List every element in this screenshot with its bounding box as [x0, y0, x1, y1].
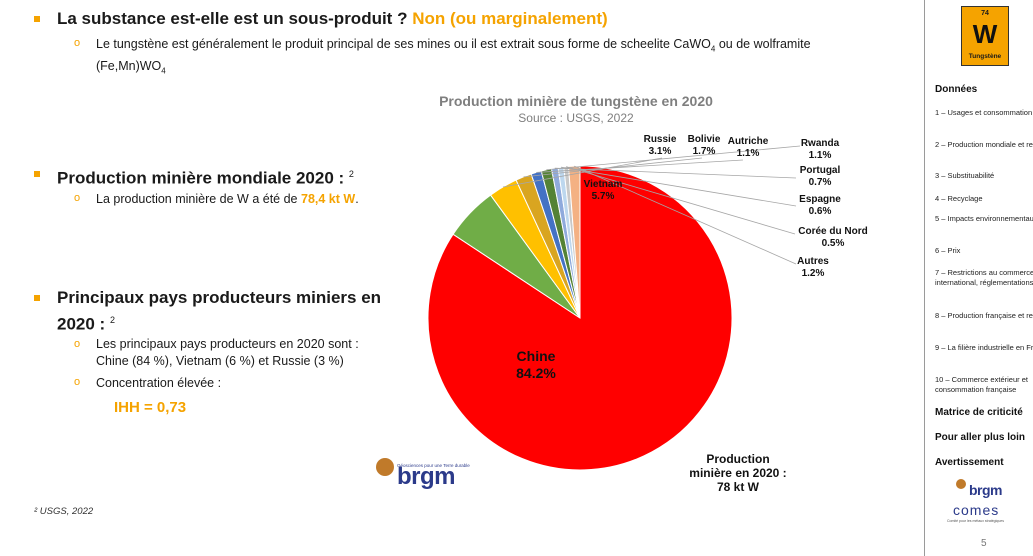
slice-labels: Chine84.2%Vietnam5.7%Russie3.1%Bolivie1.…: [516, 134, 868, 381]
brgm-logo-text: brgm: [397, 463, 456, 490]
sidebar-link-plus-loin[interactable]: Pour aller plus loin: [935, 432, 1026, 443]
sidebar-item-3[interactable]: 3 – Substituabilité: [935, 171, 995, 180]
countries-text: Les principaux pays producteurs en 2020 …: [96, 336, 396, 370]
byproduct-text: Le tungstène est généralement le produit…: [96, 36, 886, 79]
slice-value-rwanda: 1.1%: [809, 150, 832, 161]
sidebar-item-7[interactable]: 7 – Restrictions au commerce internation…: [935, 268, 1033, 287]
slice-label-espagne: Espagne: [799, 194, 841, 205]
subscript: 4: [161, 66, 166, 75]
total-label-line2: minière en 2020 :: [689, 466, 786, 480]
section-title-countries: Principaux pays producteurs miniers en 2…: [57, 287, 407, 336]
slice-label-bolivie: Bolivie: [688, 134, 721, 145]
bullet-circle: o: [74, 37, 81, 49]
slice-value-russie: 3.1%: [649, 146, 672, 157]
bullet-circle: o: [74, 338, 81, 350]
slice-label-vietnam: Vietnam: [584, 179, 623, 190]
byproduct-answer: Non (ou marginalement): [412, 9, 608, 28]
slice-label-rwanda: Rwanda: [801, 138, 840, 149]
sidebar-item-6[interactable]: 6 – Prix: [935, 246, 961, 255]
slice-label-chine: Chine: [517, 348, 556, 364]
leader-line: [536, 159, 744, 173]
bullet-square: [34, 295, 40, 301]
leader-line: [560, 166, 797, 207]
brgm-logo-tagline: Géosciences pour une Terre durable: [397, 463, 470, 468]
comes-tagline: Comité pour les métaux stratégiques: [947, 519, 1004, 523]
leader-line: [502, 157, 663, 188]
leader-line: [546, 145, 801, 171]
sidebar-item-10[interactable]: 10 – Commerce extérieur et consommation …: [935, 375, 1028, 394]
total-label-line3: 78 kt W: [717, 480, 760, 494]
element-symbol: W: [972, 19, 998, 49]
ihh-value: IHH = 0,73: [114, 399, 187, 416]
slice-label-cor-e-du-nord: Corée du Nord: [798, 226, 867, 237]
production-text-suffix: .: [355, 192, 359, 206]
byproduct-text-b: ou de wolframite: [715, 37, 811, 51]
sidebar-heading: Données: [935, 84, 978, 95]
production-text: La production minière de W a été de 78,4…: [96, 191, 359, 208]
leader-line: [566, 166, 796, 235]
countries-text-line1: Les principaux pays producteurs en 2020 …: [96, 337, 359, 351]
atomic-number: 74: [981, 10, 989, 17]
sidebar-item-2[interactable]: 2 – Production mondiale et ressources: [935, 140, 1033, 149]
slice-value-autriche: 1.1%: [737, 148, 760, 159]
bullet-circle: o: [74, 376, 81, 388]
element-tile[interactable]: 74 W Tungstène: [961, 6, 1009, 66]
bullet-circle: o: [74, 192, 81, 204]
slice-value-bolivie: 1.7%: [693, 146, 716, 157]
slice-label-portugal: Portugal: [800, 165, 841, 176]
element-name: Tungstène: [968, 53, 1002, 60]
production-title: Production minière mondiale 2020 :: [57, 168, 345, 188]
sidebar-item-9[interactable]: 9 – La filière industrielle en France: [935, 343, 1033, 352]
chart-subtitle: Source : USGS, 2022: [518, 111, 634, 125]
byproduct-text-c: (Fe,Mn)WO: [96, 58, 162, 73]
pie-chart: Production minière de tungstène en 2020 …: [427, 93, 868, 494]
sidebar-brgm-logo-mark: [956, 479, 966, 489]
sidebar-link-criticite[interactable]: Matrice de criticité: [935, 407, 1023, 418]
sidebar-item-8[interactable]: 8 – Production française et ressources: [935, 311, 1033, 320]
page-number: 5: [981, 538, 987, 549]
leader-line: [554, 167, 797, 179]
leader-lines: [502, 145, 801, 265]
slice-value-autres: 1.2%: [802, 268, 825, 279]
section-title-byproduct: La substance est-elle est un sous-produi…: [57, 8, 608, 30]
brgm-logo-mark: [376, 458, 394, 476]
footnote-ref: 2: [109, 315, 115, 325]
countries-title-line1: Principaux pays producteurs miniers en: [57, 288, 382, 307]
production-value: 78,4 kt W: [301, 192, 356, 206]
bullet-square: [34, 171, 40, 177]
section-title-production: Production minière mondiale 2020 : 2: [57, 163, 354, 190]
concentration-text: Concentration élevée :: [96, 376, 222, 390]
slice-label-russie: Russie: [644, 134, 677, 145]
slice-value-espagne: 0.6%: [809, 206, 832, 217]
sidebar-link-avertissement[interactable]: Avertissement: [935, 457, 1004, 468]
total-label-line1: Production: [706, 452, 769, 466]
leader-line: [523, 157, 703, 178]
slice-value-vietnam: 5.7%: [592, 191, 615, 202]
slice-label-autres: Autres: [797, 256, 829, 267]
production-text-prefix: La production minière de W a été de: [96, 192, 298, 206]
sidebar-item-1[interactable]: 1 – Usages et consommation: [935, 108, 1033, 117]
countries-title-line2: 2020 :: [57, 314, 106, 334]
countries-text-line2: Chine (84 %), Vietnam (6 %) et Russie (3…: [96, 354, 344, 368]
bullet-square: [34, 16, 40, 22]
total-label: Production minière en 2020 : 78 kt W: [689, 452, 786, 494]
sidebar-brgm-text: brgm: [969, 482, 1003, 498]
footnote-ref: 2: [348, 169, 354, 179]
slice-value-cor-e-du-nord: 0.5%: [822, 238, 845, 249]
pie-slices: [427, 165, 733, 471]
leader-line: [574, 165, 797, 265]
sidebar: 74 W Tungstène Données 1 – Usages et con…: [924, 0, 1033, 556]
byproduct-text-a: Le tungstène est généralement le produit…: [96, 37, 711, 51]
slice-value-chine: 84.2%: [516, 365, 556, 381]
slice-value-portugal: 0.7%: [809, 177, 832, 188]
sidebar-item-4[interactable]: 4 – Recyclage: [935, 194, 983, 203]
sidebar-item-5[interactable]: 5 – Impacts environnementaux: [935, 214, 1033, 223]
slice-label-autriche: Autriche: [728, 136, 769, 147]
comes-text: comes: [953, 502, 1000, 518]
footnote: ² USGS, 2022: [34, 506, 94, 517]
byproduct-question: La substance est-elle est un sous-produi…: [57, 9, 408, 28]
chart-title: Production minière de tungstène en 2020: [439, 93, 713, 109]
subscript: 4: [710, 44, 716, 54]
